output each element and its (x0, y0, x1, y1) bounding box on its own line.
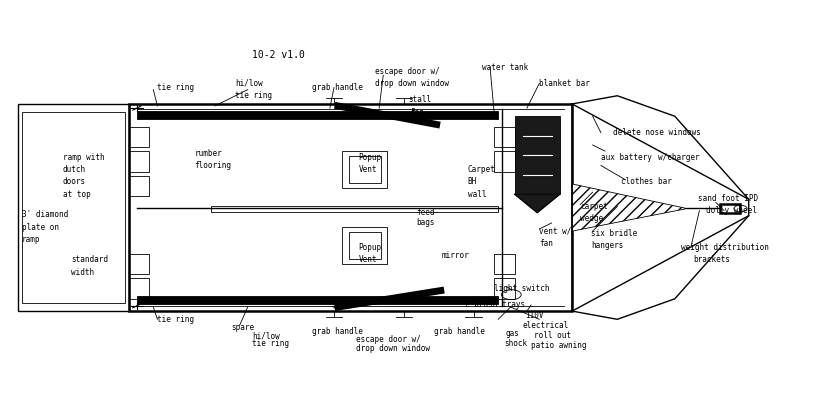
Text: dolly wheel: dolly wheel (706, 206, 757, 215)
Bar (349, 156, 381, 183)
Text: w/charger: w/charger (658, 153, 700, 162)
Text: rumber: rumber (194, 149, 222, 158)
Text: grab handle: grab handle (434, 327, 485, 336)
Bar (129, 278, 149, 299)
Text: feed: feed (416, 208, 434, 217)
Bar (129, 254, 149, 274)
Bar (22, 112, 124, 303)
Bar (129, 126, 149, 147)
Text: clothes bar: clothes bar (621, 178, 672, 186)
Text: tie ring: tie ring (236, 91, 273, 100)
Bar (494, 278, 515, 299)
Bar (18, 104, 129, 311)
Text: hi/low: hi/low (236, 79, 263, 88)
Text: Vent: Vent (358, 255, 377, 264)
Bar (129, 104, 572, 311)
Bar (349, 232, 381, 259)
Text: at top: at top (63, 190, 91, 199)
Text: wedge: wedge (580, 214, 603, 223)
Text: fan: fan (365, 299, 379, 307)
Text: stall: stall (408, 95, 431, 104)
Text: delete nose windows: delete nose windows (613, 128, 701, 137)
Bar (137, 111, 499, 119)
Bar (494, 126, 515, 147)
Bar (129, 176, 149, 196)
Text: escape door w/: escape door w/ (375, 66, 440, 76)
Text: drop down window: drop down window (375, 79, 449, 88)
Text: gas: gas (506, 329, 519, 338)
Bar (515, 116, 559, 194)
Bar (494, 151, 515, 172)
Text: Carpet: Carpet (468, 165, 495, 174)
Text: hi/low: hi/low (252, 331, 279, 340)
Polygon shape (572, 184, 687, 231)
Text: ramp with: ramp with (63, 153, 105, 162)
Text: six bridle: six bridle (591, 229, 637, 237)
Text: standard: standard (71, 255, 108, 264)
Text: 2 brush trays: 2 brush trays (465, 300, 525, 309)
Bar (720, 204, 741, 213)
Text: dutch: dutch (63, 165, 86, 174)
Text: weight distribution: weight distribution (681, 243, 770, 252)
Text: Popup: Popup (358, 243, 382, 252)
Text: wall: wall (468, 190, 486, 199)
Text: water tank: water tank (482, 62, 528, 71)
Text: vent w/: vent w/ (539, 227, 572, 235)
Text: carpet: carpet (580, 202, 608, 211)
Text: flooring: flooring (194, 161, 232, 170)
Text: brackets: brackets (694, 255, 731, 264)
Text: bags: bags (416, 218, 434, 228)
Bar (342, 227, 387, 264)
Bar (129, 151, 149, 172)
Text: doors: doors (63, 178, 86, 186)
Text: fan: fan (410, 108, 424, 116)
Text: tie ring: tie ring (157, 315, 194, 324)
Text: roll out: roll out (534, 331, 570, 340)
Text: width: width (71, 268, 94, 277)
Text: 10-2 v1.0: 10-2 v1.0 (252, 50, 305, 60)
Text: mirror: mirror (442, 251, 470, 260)
Text: spare: spare (232, 323, 255, 332)
Text: electrical: electrical (523, 321, 569, 330)
Text: drop down window: drop down window (356, 344, 430, 353)
Text: plate on: plate on (22, 223, 59, 232)
Text: Vent: Vent (358, 165, 377, 174)
Bar (342, 151, 387, 188)
Text: sand foot IPD: sand foot IPD (698, 194, 758, 203)
Text: blanket bar: blanket bar (539, 79, 590, 88)
Text: grab handle: grab handle (311, 83, 363, 92)
Text: light switch: light switch (494, 284, 550, 293)
Text: patio awning: patio awning (531, 341, 587, 350)
Bar (137, 296, 499, 304)
Text: tie ring: tie ring (157, 83, 194, 92)
Text: aux battery: aux battery (601, 153, 652, 162)
Polygon shape (515, 194, 559, 213)
Bar (211, 206, 499, 212)
Text: escape door w/: escape door w/ (356, 335, 421, 344)
Text: 110V: 110V (526, 311, 544, 320)
Text: shock: shock (504, 339, 527, 349)
Text: 3' diamond: 3' diamond (22, 210, 68, 219)
Text: fan: fan (539, 239, 553, 248)
Text: ramp: ramp (22, 235, 40, 244)
Text: BH: BH (468, 178, 477, 186)
Text: Popup: Popup (358, 153, 382, 162)
Text: tie ring: tie ring (252, 339, 289, 349)
Bar (494, 254, 515, 274)
Text: hangers: hangers (591, 241, 624, 250)
Text: grab handle: grab handle (311, 327, 363, 336)
